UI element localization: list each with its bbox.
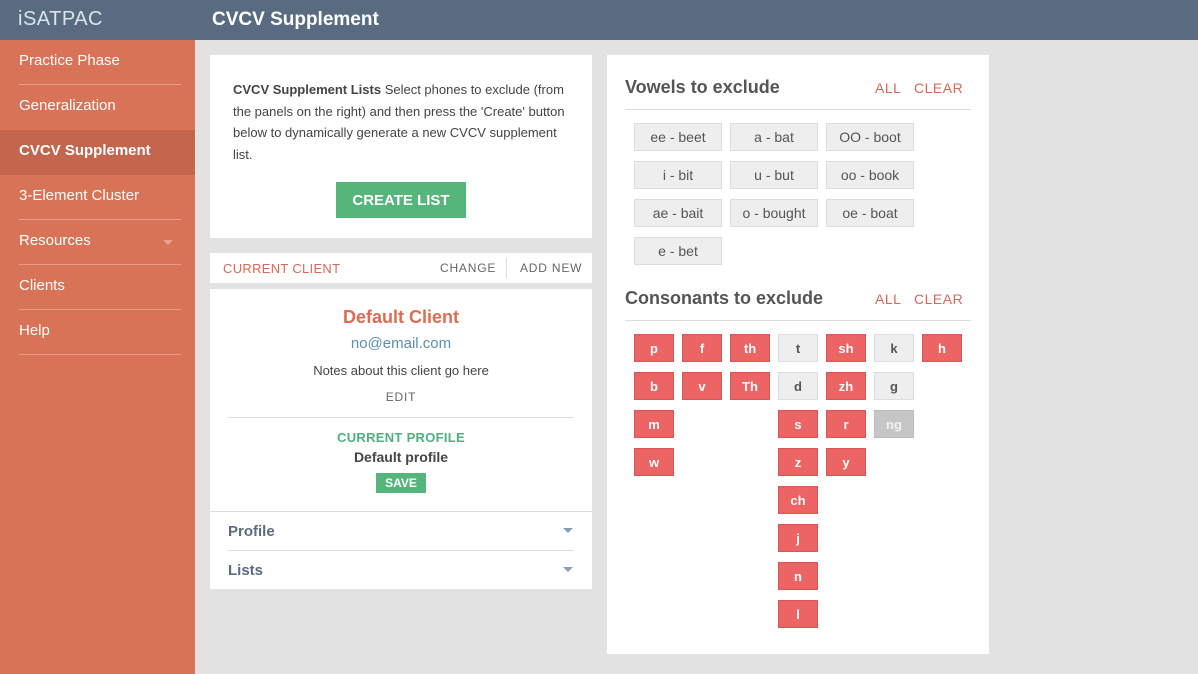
vowel-button[interactable]: o - bought xyxy=(730,199,818,227)
consonant-button[interactable]: ng xyxy=(874,410,914,438)
save-button[interactable]: SAVE xyxy=(376,473,426,493)
lists-section[interactable]: Lists xyxy=(210,551,592,589)
consonant-button[interactable]: p xyxy=(634,334,674,362)
consonant-button[interactable]: m xyxy=(634,410,674,438)
divider xyxy=(228,417,574,418)
separator xyxy=(19,219,181,220)
page-title: CVCV Supplement xyxy=(212,9,379,30)
vowel-button[interactable]: u - but xyxy=(730,161,818,189)
consonant-button[interactable]: l xyxy=(778,600,818,628)
vowel-button[interactable]: ae - bait xyxy=(634,199,722,227)
phone-panel: Vowels to exclude ALL CLEAR Consonants t… xyxy=(607,55,989,654)
vowels-clear[interactable]: CLEAR xyxy=(914,80,964,96)
consonant-button[interactable]: j xyxy=(778,524,818,552)
intro-bold: CVCV Supplement Lists xyxy=(233,82,382,97)
separator xyxy=(19,264,181,265)
consonant-button[interactable]: zh xyxy=(826,372,866,400)
separator xyxy=(19,354,181,355)
add-new-link[interactable]: ADD NEW xyxy=(520,261,583,275)
intro-body: Select phones to exclude (from the panel… xyxy=(233,82,565,162)
consonant-button[interactable]: z xyxy=(778,448,818,476)
consonants-all[interactable]: ALL xyxy=(875,291,902,307)
change-link[interactable]: CHANGE xyxy=(440,261,497,275)
client-name: Default Client xyxy=(342,307,459,327)
vowel-button[interactable]: oo - book xyxy=(826,161,914,189)
profile-name: Default profile xyxy=(353,449,449,465)
consonant-button[interactable]: y xyxy=(826,448,866,476)
client-notes: Notes about this client go here xyxy=(313,363,489,378)
divider xyxy=(506,258,507,278)
vowels-all[interactable]: ALL xyxy=(875,80,902,96)
edit-link[interactable]: EDIT xyxy=(385,390,417,404)
consonant-button[interactable]: d xyxy=(778,372,818,400)
profile-section[interactable]: Profile xyxy=(210,511,592,550)
vowel-button[interactable]: OO - boot xyxy=(826,123,914,151)
divider xyxy=(228,550,574,551)
nav-item[interactable]: Resources xyxy=(0,220,195,265)
nav-item[interactable]: Generalization xyxy=(0,85,195,130)
nav-label: Clients xyxy=(19,277,65,294)
divider xyxy=(625,320,971,321)
client-bar: CURRENT CLIENT CHANGE ADD NEW xyxy=(210,253,592,283)
vowel-button[interactable]: i - bit xyxy=(634,161,722,189)
intro-text: CVCV Supplement Lists Select phones to e… xyxy=(233,79,573,165)
chevron xyxy=(563,528,573,538)
divider xyxy=(625,109,971,110)
section-title: Lists xyxy=(228,562,264,579)
section-title: Profile xyxy=(228,523,275,540)
separator xyxy=(19,84,181,85)
nav-label: Help xyxy=(19,322,50,339)
nav-label: Resources xyxy=(19,232,91,249)
nav-item[interactable]: Clients xyxy=(0,265,195,310)
profile-heading: CURRENT PROFILE xyxy=(337,430,465,445)
consonant-button[interactable]: Th xyxy=(730,372,770,400)
consonant-button[interactable]: th xyxy=(730,334,770,362)
nav-item[interactable]: Help xyxy=(0,310,195,355)
divider xyxy=(210,511,592,512)
vowel-button[interactable]: oe - boat xyxy=(826,199,914,227)
vowel-button[interactable]: a - bat xyxy=(730,123,818,151)
header: iSATPAC CVCV Supplement xyxy=(0,0,1198,40)
consonant-button[interactable]: g xyxy=(874,372,914,400)
nav-label: Generalization xyxy=(19,97,116,114)
nav-label: 3-Element Cluster xyxy=(19,187,140,204)
chevron xyxy=(563,567,573,577)
create-list-button[interactable]: CREATE LIST xyxy=(336,182,466,218)
consonants-title: Consonants to exclude xyxy=(625,288,824,308)
consonant-button[interactable]: v xyxy=(682,372,722,400)
consonants-clear[interactable]: CLEAR xyxy=(914,291,964,307)
consonant-button[interactable]: sh xyxy=(826,334,866,362)
intro-card: CVCV Supplement Lists Select phones to e… xyxy=(210,55,592,238)
consonant-button[interactable]: h xyxy=(922,334,962,362)
consonant-button[interactable]: ch xyxy=(778,486,818,514)
nav-item[interactable]: 3-Element Cluster xyxy=(0,175,195,220)
dropdown-arrow xyxy=(163,240,173,250)
consonant-button[interactable]: f xyxy=(682,334,722,362)
nav-label: Practice Phase xyxy=(19,52,120,69)
nav-item[interactable]: Practice Phase xyxy=(0,40,195,85)
client-heading: CURRENT CLIENT xyxy=(223,261,341,276)
separator xyxy=(19,309,181,310)
consonant-button[interactable]: n xyxy=(778,562,818,590)
client-email: no@email.com xyxy=(350,335,452,352)
consonant-button[interactable]: b xyxy=(634,372,674,400)
consonant-button[interactable]: t xyxy=(778,334,818,362)
client-card: Default Client no@email.com Notes about … xyxy=(210,289,592,589)
nav-item[interactable]: CVCV Supplement xyxy=(0,130,195,175)
nav-label: CVCV Supplement xyxy=(19,142,151,159)
sidebar: Practice Phase Generalization CVCV Supplem… xyxy=(0,40,195,674)
vowel-button[interactable]: e - bet xyxy=(634,237,722,265)
consonant-button[interactable]: w xyxy=(634,448,674,476)
consonant-button[interactable]: k xyxy=(874,334,914,362)
vowel-button[interactable]: ee - beet xyxy=(634,123,722,151)
app-name[interactable]: iSATPAC xyxy=(18,8,103,30)
vowels-title: Vowels to exclude xyxy=(625,77,780,97)
consonant-button[interactable]: r xyxy=(826,410,866,438)
consonant-button[interactable]: s xyxy=(778,410,818,438)
